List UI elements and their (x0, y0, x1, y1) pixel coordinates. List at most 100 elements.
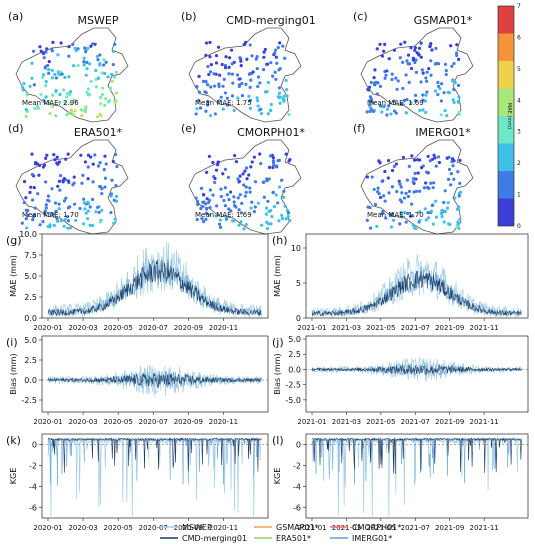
station-point (236, 96, 240, 100)
legend-label: CMORPH01* (352, 523, 401, 532)
y-tick-label: 0 (296, 314, 301, 323)
station-point (414, 227, 418, 231)
y-tick-label: 10 (291, 244, 301, 253)
station-point (24, 107, 28, 112)
map-panel: (a) MSWEP Mean MAE: 2.96 (8, 10, 129, 123)
station-point (443, 62, 448, 66)
station-point (216, 160, 221, 164)
station-point (256, 99, 260, 103)
station-point (61, 88, 66, 92)
station-point (88, 205, 92, 209)
station-point (440, 208, 444, 213)
station-point (51, 40, 55, 44)
station-point (114, 70, 118, 74)
station-point (208, 113, 213, 118)
station-point (223, 91, 228, 95)
station-point (458, 217, 462, 222)
station-point (231, 81, 235, 85)
station-point (108, 86, 113, 90)
station-point (280, 213, 284, 217)
station-point (452, 100, 456, 104)
station-point (21, 86, 25, 90)
station-point (259, 161, 263, 166)
station-point (50, 187, 54, 191)
station-point (55, 217, 59, 221)
station-point (57, 179, 62, 183)
station-point (39, 92, 43, 96)
legend: MSWEP GSMAP01* CMORPH01* CMD-merging01 ERA50… (160, 523, 401, 543)
series-line-cmd-merging (47, 437, 262, 473)
station-point (104, 60, 108, 64)
station-point (429, 41, 433, 46)
station-point (206, 64, 210, 69)
station-point (385, 107, 390, 111)
station-point (237, 84, 241, 88)
y-axis-label: KGE (273, 468, 282, 485)
station-point (60, 72, 64, 76)
station-point (93, 153, 97, 157)
station-point (100, 71, 104, 75)
station-point (368, 95, 373, 99)
y-tick-label: 0 (32, 441, 37, 450)
station-point (389, 214, 394, 218)
station-point (404, 191, 408, 195)
station-point (389, 225, 394, 229)
colorbar-tick: 5 (517, 66, 521, 73)
station-point (440, 82, 444, 86)
mean-mae-label: Mean MAE: 1.70 (22, 211, 79, 219)
station-point (450, 64, 454, 68)
station-point (365, 110, 369, 114)
station-point (232, 195, 236, 199)
station-point (45, 153, 49, 157)
station-point (392, 164, 396, 168)
station-point (214, 168, 219, 172)
series-line-mswep (47, 437, 262, 519)
station-point (206, 201, 211, 205)
legend-label: ERA501* (276, 534, 311, 543)
station-point (80, 114, 84, 118)
station-point (406, 53, 411, 57)
station-point (458, 158, 462, 162)
station-point (401, 155, 406, 160)
y-tick-label: 2.5 (24, 293, 37, 302)
station-point (455, 43, 459, 47)
station-point (432, 181, 436, 185)
station-point (242, 42, 246, 47)
station-point (243, 194, 247, 198)
timeseries-panel: (h) 0 5 10 MAE (mm) 2021-01 2021-03 2021-05 2021… (272, 233, 529, 332)
station-point (436, 80, 440, 85)
station-point (262, 180, 266, 184)
station-point (22, 200, 26, 205)
colorbar-tick: 6 (517, 34, 521, 41)
station-point (109, 210, 113, 215)
station-point (237, 223, 241, 227)
station-point (424, 110, 428, 115)
panel-letter: (i) (6, 336, 18, 349)
station-point (390, 168, 395, 173)
station-point (242, 227, 246, 231)
station-point (112, 221, 116, 226)
station-point (285, 88, 289, 92)
station-point (209, 63, 213, 67)
station-point (405, 97, 409, 102)
station-point (280, 178, 284, 182)
station-point (429, 73, 433, 77)
station-point (72, 202, 77, 206)
y-tick-label: -2.5 (21, 396, 37, 405)
station-point (240, 93, 245, 98)
station-point (202, 193, 206, 197)
station-point (205, 170, 209, 174)
station-point (275, 164, 279, 168)
station-point (268, 154, 273, 158)
station-point (244, 166, 249, 170)
station-point (419, 80, 423, 84)
station-point (53, 158, 57, 162)
colorbar-tick: 0 (517, 223, 521, 230)
station-point (262, 50, 266, 54)
station-point (79, 153, 83, 157)
station-point (387, 104, 391, 108)
station-point (413, 48, 417, 52)
station-point (455, 225, 459, 229)
station-point (218, 225, 223, 229)
timeseries-panel: (k) -6 -4 -2 0 KGE 2020-01 2020-03 2020-05 2020-0… (6, 433, 269, 532)
